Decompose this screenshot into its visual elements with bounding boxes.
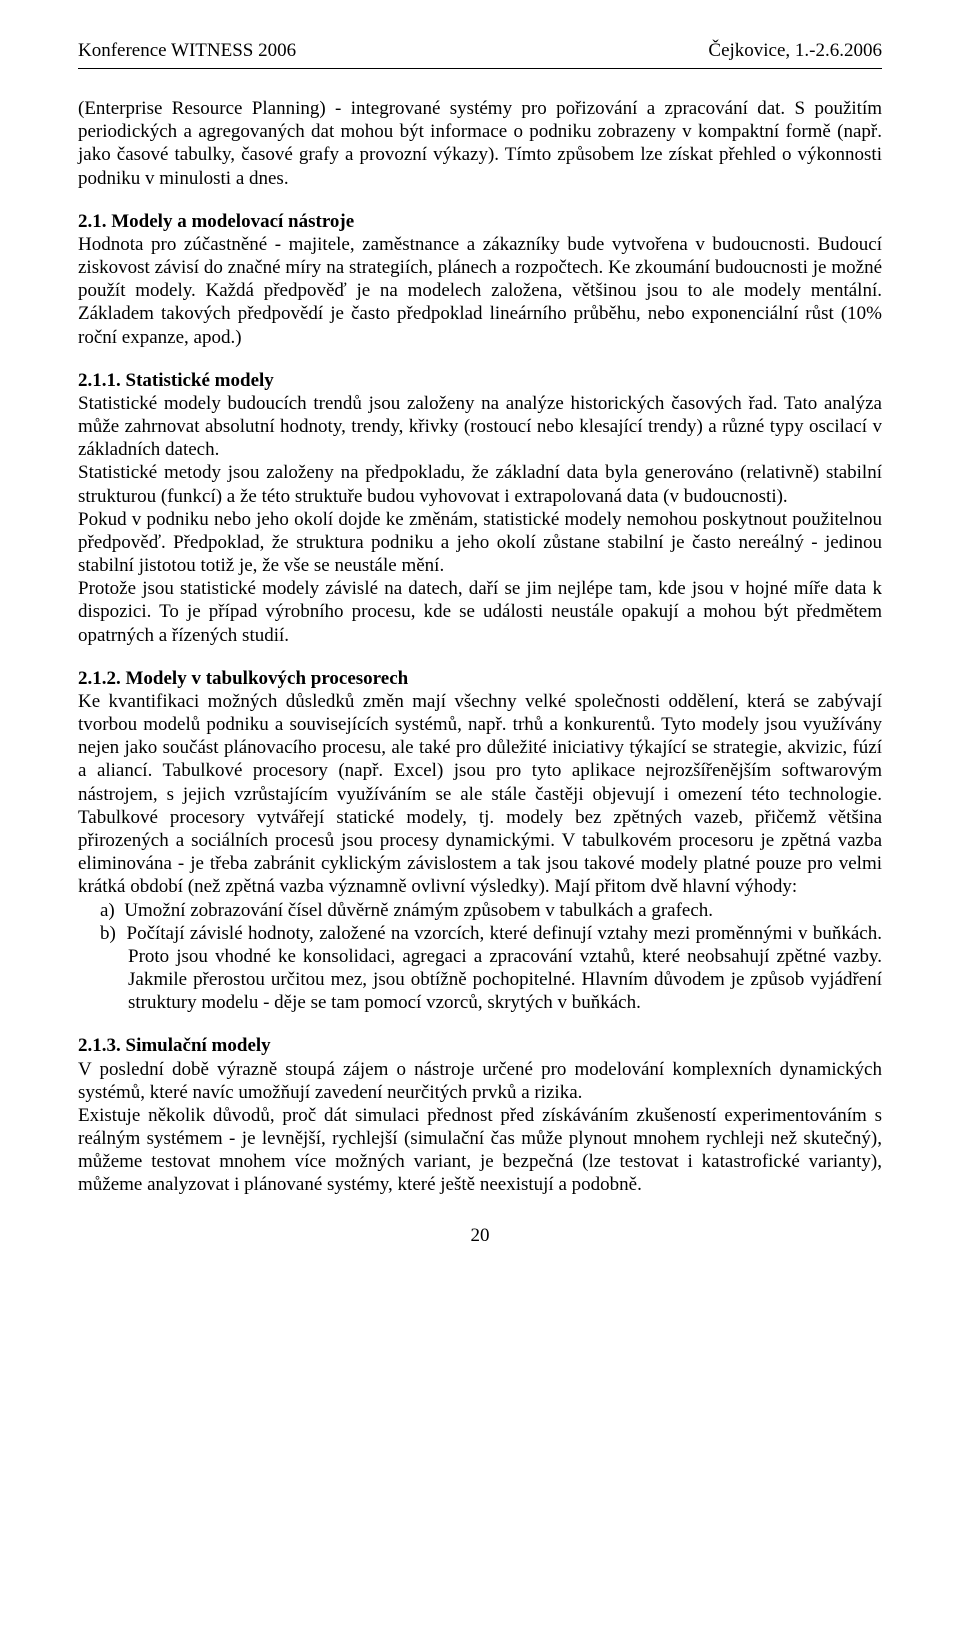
p2-2-1-3: Existuje několik důvodů, proč dát simula… bbox=[78, 1104, 882, 1197]
header-rule bbox=[78, 68, 882, 69]
p4-2-1-1: Protože jsou statistické modely závislé … bbox=[78, 577, 882, 647]
p2-2-1-1: Statistické metody jsou založeny na před… bbox=[78, 461, 882, 507]
document-page: Konference WITNESS 2006 Čejkovice, 1.-2.… bbox=[0, 0, 960, 1277]
heading-2-1: 2.1. Modely a modelovací nástroje bbox=[78, 210, 882, 233]
header-left: Konference WITNESS 2006 bbox=[78, 40, 296, 62]
p1-2-1-1: Statistické modely budoucích trendů jsou… bbox=[78, 392, 882, 462]
page-header: Konference WITNESS 2006 Čejkovice, 1.-2.… bbox=[78, 40, 882, 62]
heading-2-1-2: 2.1.2. Modely v tabulkových procesorech bbox=[78, 667, 882, 690]
p1-2-1-3: V poslední době výrazně stoupá zájem o n… bbox=[78, 1058, 882, 1104]
section-2-1-3: 2.1.3. Simulační modely V poslední době … bbox=[78, 1034, 882, 1196]
p3-2-1-1: Pokud v podniku nebo jeho okolí dojde ke… bbox=[78, 508, 882, 578]
section-2-1-2: 2.1.2. Modely v tabulkových procesorech … bbox=[78, 667, 882, 1015]
heading-2-1-1: 2.1.1. Statistické modely bbox=[78, 369, 882, 392]
page-number: 20 bbox=[471, 1225, 490, 1246]
section-2-1-1: 2.1.1. Statistické modely Statistické mo… bbox=[78, 369, 882, 647]
intro-paragraph: (Enterprise Resource Planning) - integro… bbox=[78, 97, 882, 190]
section-2-1: 2.1. Modely a modelovací nástroje Hodnot… bbox=[78, 210, 882, 349]
intro-block: (Enterprise Resource Planning) - integro… bbox=[78, 97, 882, 190]
list-2-1-2: a) Umožní zobrazování čísel důvěrně znám… bbox=[78, 899, 882, 1015]
list-item-a: a) Umožní zobrazování čísel důvěrně znám… bbox=[128, 899, 882, 922]
heading-2-1-3: 2.1.3. Simulační modely bbox=[78, 1034, 882, 1057]
page-footer: 20 bbox=[78, 1225, 882, 1247]
header-right: Čejkovice, 1.-2.6.2006 bbox=[708, 40, 882, 62]
list-item-b: b) Počítají závislé hodnoty, založené na… bbox=[128, 922, 882, 1015]
body-2-1-2: Ke kvantifikaci možných důsledků změn ma… bbox=[78, 690, 882, 899]
body-2-1: Hodnota pro zúčastněné - majitele, zaměs… bbox=[78, 233, 882, 349]
